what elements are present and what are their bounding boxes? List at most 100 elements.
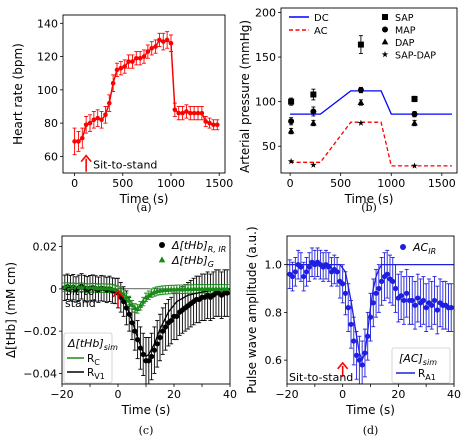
heart-rate-point	[168, 40, 174, 46]
y-tick-label: 1.0	[265, 259, 283, 272]
data-point-g	[134, 305, 141, 312]
data-point-ir	[370, 300, 376, 306]
legend-label-main: Δ[tHb]	[171, 254, 208, 267]
x-tick-label: −20	[275, 388, 298, 401]
heart-rate-point	[191, 110, 197, 116]
data-point-ir	[412, 302, 418, 308]
heart-rate-point	[176, 110, 182, 116]
heart-rate-point	[211, 122, 216, 128]
axes-frame	[61, 235, 231, 385]
data-point-r-ir	[163, 324, 169, 330]
data-point-ir	[415, 295, 421, 301]
plot-area	[72, 31, 220, 156]
y-tick-label: 0	[50, 283, 57, 296]
heart-rate-point	[114, 67, 120, 73]
x-axis-label: Time (s)	[345, 403, 395, 417]
data-point-ir	[359, 362, 365, 368]
legend-label-dap: DAP	[395, 38, 415, 49]
annotation-sit-to-stand: Sit-to-stand	[93, 159, 157, 172]
data-point-ir	[340, 281, 346, 287]
data-point-g	[140, 298, 147, 304]
marker-dap	[310, 119, 317, 126]
x-tick-label: 500	[330, 177, 351, 190]
legend-sim-label-sub: V1	[94, 372, 105, 381]
legend-sim-title-sub: sim	[423, 358, 437, 367]
data-point-r-ir	[149, 353, 155, 360]
data-point-ir	[404, 290, 410, 296]
marker-sap-dap	[357, 119, 365, 126]
x-tick-label: 20	[391, 388, 405, 401]
x-tick-label: 0	[287, 177, 294, 190]
data-point-r-ir	[132, 328, 138, 334]
marker-dap	[357, 98, 365, 105]
y-tick-label: 140	[37, 17, 58, 30]
x-tick-label: 0	[339, 388, 346, 401]
data-point-r-ir	[121, 298, 127, 305]
y-tick-label: −0.02	[23, 325, 57, 338]
data-point-ir	[423, 305, 429, 311]
data-point-ir	[334, 269, 340, 275]
plot-area	[62, 269, 230, 384]
heart-rate-point	[95, 115, 101, 121]
axes-frame	[286, 235, 455, 385]
axes-frame	[280, 7, 458, 174]
heart-rate-point	[103, 112, 108, 118]
y-tick-label: 0.8	[265, 306, 283, 319]
heart-rate-point	[214, 122, 220, 128]
data-point-ir	[431, 297, 438, 304]
heart-rate-point	[110, 80, 116, 86]
marker-sap-dap	[310, 161, 317, 168]
heart-rate-point	[145, 49, 151, 54]
legend-sim-label: RA1	[418, 368, 436, 382]
legend-marker-g	[158, 256, 166, 263]
legend-marker-r-ir	[159, 242, 165, 248]
data-point-ir	[345, 305, 351, 311]
data-point-ir	[292, 269, 298, 275]
legend-sim-title-main: [AC]	[399, 352, 423, 365]
caption: (c)	[139, 424, 154, 437]
y-tick-label: 100	[37, 84, 58, 97]
heart-rate-point	[76, 139, 81, 144]
data-point-r-ir	[174, 313, 180, 319]
legend-sim-label: RV1	[87, 367, 105, 381]
legend-label-sub: R, IR	[208, 245, 227, 254]
data-point-r-ir	[146, 358, 152, 364]
data-point-ir	[365, 333, 371, 339]
data-point-ir	[303, 269, 310, 275]
data-point-ir	[429, 302, 435, 308]
marker-sap	[357, 41, 364, 48]
data-point-ir	[379, 278, 385, 284]
plot-area	[287, 35, 452, 169]
data-point-ir	[289, 273, 296, 280]
annotation-line1: Sit-to-	[65, 285, 99, 298]
heart-rate-point	[149, 45, 155, 51]
y-axis-label: Δ[tHb] (mM cm)	[4, 262, 18, 358]
data-point-ir	[353, 352, 360, 358]
y-tick-label: −0.04	[23, 367, 57, 380]
data-point-ir	[298, 264, 304, 270]
legend-sim-title: Δ[tHb]sim	[67, 337, 118, 352]
heart-rate-point	[130, 59, 135, 64]
data-point-r-ir	[224, 290, 230, 296]
data-point-ir	[390, 278, 396, 284]
data-point-ir	[373, 290, 379, 296]
heart-rate-point	[184, 109, 189, 114]
legend-label-sub: G	[208, 260, 214, 269]
heart-rate-point	[164, 37, 170, 43]
data-point-ir	[348, 321, 354, 327]
legend-data: ACIR	[400, 241, 436, 256]
data-point-g	[123, 294, 130, 300]
data-point-ir	[420, 297, 426, 304]
data-point-r-ir	[126, 311, 132, 317]
heart-rate-point	[203, 119, 209, 124]
legend-sim-label: RC	[87, 353, 100, 367]
sit-to-stand-arrow-head	[337, 361, 349, 370]
y-axis-label: Heart rate (bpm)	[11, 43, 25, 145]
data-point-ir	[351, 338, 357, 344]
data-point-ir	[367, 314, 374, 320]
panel-d: −20 0 20 40 0.6 0.8 1.0 Time (s) Pulse wave ampl…	[245, 226, 461, 437]
x-tick-label: 0	[115, 388, 122, 401]
data-point-ir	[356, 357, 362, 363]
heart-rate-point	[126, 59, 131, 64]
